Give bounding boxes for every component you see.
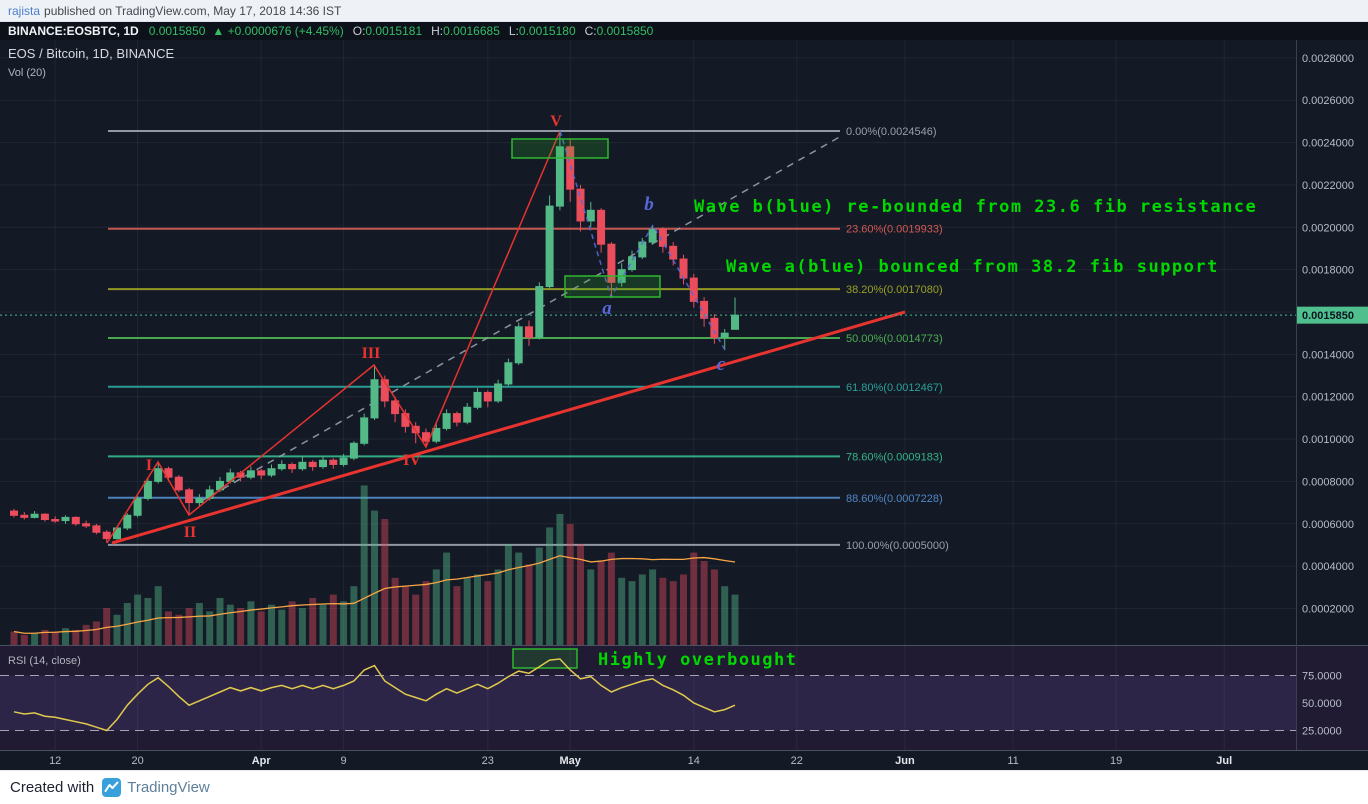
chart-region: 0.00%(0.0024546) 23.60%(0.0019933) 38.20%(… xyxy=(0,40,1368,770)
rsi-indicator xyxy=(0,658,1296,732)
svg-text:61.80%(0.0012467): 61.80%(0.0012467) xyxy=(846,382,943,394)
rsi-line xyxy=(13,658,736,732)
rsi-legend[interactable]: RSI (14, close) xyxy=(8,655,81,667)
svg-text:0.0022000: 0.0022000 xyxy=(1302,180,1354,192)
svg-text:0.0015850: 0.0015850 xyxy=(1302,310,1354,322)
svg-text:12: 12 xyxy=(49,755,61,767)
price-axis[interactable]: 0.0028000 0.0026000 0.0024000 0.0022000 0.00… xyxy=(1297,53,1368,738)
abc-wave-label[interactable]: b xyxy=(644,194,654,215)
publish-bar: rajista published on TradingView.com, Ma… xyxy=(0,0,1368,22)
svg-text:0.0014000: 0.0014000 xyxy=(1302,349,1354,361)
svg-text:88.60%(0.0007228): 88.60%(0.0007228) xyxy=(846,493,943,505)
svg-text:May: May xyxy=(559,755,581,767)
chart-legend-title[interactable]: EOS / Bitcoin, 1D, BINANCE xyxy=(8,46,174,61)
svg-text:20: 20 xyxy=(131,755,143,767)
annotation-text[interactable]: Wave a(blue) bounced from 38.2 fib suppo… xyxy=(726,257,1219,277)
svg-text:0.0010000: 0.0010000 xyxy=(1302,434,1354,446)
elliott-wave-label[interactable]: III xyxy=(362,345,381,362)
svg-text:38.20%(0.0017080): 38.20%(0.0017080) xyxy=(846,284,943,296)
svg-text:0.0008000: 0.0008000 xyxy=(1302,476,1354,488)
elliott-wave-label[interactable]: I xyxy=(146,457,152,474)
svg-text:0.0004000: 0.0004000 xyxy=(1302,561,1354,573)
last-price-value: 0.0015850 xyxy=(148,24,206,38)
svg-text:50.00%(0.0014773): 50.00%(0.0014773) xyxy=(846,333,943,345)
svg-text:25.0000: 25.0000 xyxy=(1302,726,1342,738)
fib-retracement-drawing[interactable]: 0.00%(0.0024546) 23.60%(0.0019933) 38.20%(… xyxy=(108,126,949,552)
open-value: 0.0015181 xyxy=(365,24,423,38)
svg-text:14: 14 xyxy=(688,755,700,767)
elliott-wave-label[interactable]: V xyxy=(550,113,562,130)
annotation-text[interactable]: Wave b(blue) re-bounded from 23.6 fib re… xyxy=(694,197,1257,217)
symbol-name[interactable]: BINANCE:EOSBTC, 1D xyxy=(8,24,139,38)
svg-text:22: 22 xyxy=(791,755,803,767)
highlight-box[interactable] xyxy=(511,138,609,159)
svg-text:0.0002000: 0.0002000 xyxy=(1302,603,1354,615)
tradingview-logo-icon[interactable] xyxy=(102,778,122,797)
price-change-value: ▲ +0.0000676 (+4.45%) xyxy=(212,24,344,38)
trendline-drawings[interactable] xyxy=(106,130,906,545)
svg-text:0.00%(0.0024546): 0.00%(0.0024546) xyxy=(846,126,937,138)
publisher-username-link[interactable]: rajista xyxy=(8,3,41,18)
highlight-box[interactable] xyxy=(512,648,578,669)
svg-text:11: 11 xyxy=(1007,755,1018,767)
svg-text:0.0006000: 0.0006000 xyxy=(1302,519,1354,531)
elliott-wave-label[interactable]: IV xyxy=(403,452,421,469)
high-label: H: xyxy=(431,24,444,38)
elliott-wave-trendline xyxy=(106,130,561,544)
svg-text:Jun: Jun xyxy=(895,755,915,767)
dashed-trendline[interactable] xyxy=(199,134,844,503)
svg-text:23: 23 xyxy=(482,755,494,767)
volume-legend[interactable]: Vol (20) xyxy=(8,67,46,79)
svg-text:0.0024000: 0.0024000 xyxy=(1302,138,1354,150)
svg-text:0.0012000: 0.0012000 xyxy=(1302,392,1354,404)
svg-text:0.0028000: 0.0028000 xyxy=(1302,53,1354,65)
rsi-band xyxy=(0,675,1296,731)
high-value: 0.0016685 xyxy=(443,24,500,38)
svg-text:75.0000: 75.0000 xyxy=(1302,671,1342,683)
publish-info-text: published on TradingView.com, May 17, 20… xyxy=(44,3,342,18)
svg-text:Jul: Jul xyxy=(1216,755,1232,767)
abc-wave-label[interactable]: a xyxy=(602,298,612,319)
svg-text:0.0026000: 0.0026000 xyxy=(1302,95,1354,107)
low-label: L: xyxy=(508,24,519,38)
svg-text:0.0020000: 0.0020000 xyxy=(1302,222,1354,234)
open-label: O: xyxy=(352,24,366,38)
created-with-text: Created with xyxy=(10,779,95,796)
time-axis[interactable]: 12 20 Apr 9 23 May 14 22 Jun 11 19 Jul xyxy=(49,755,1232,767)
close-value: 0.0015850 xyxy=(596,24,654,38)
tradingview-link[interactable]: TradingView xyxy=(127,779,210,796)
elliott-wave-label[interactable]: II xyxy=(184,524,196,541)
annotation-text[interactable]: Highly overbought xyxy=(598,650,798,670)
svg-text:23.60%(0.0019933): 23.60%(0.0019933) xyxy=(846,224,943,236)
abc-wave-label[interactable]: c xyxy=(717,354,726,375)
svg-text:9: 9 xyxy=(341,755,347,767)
svg-text:Apr: Apr xyxy=(252,755,272,767)
svg-text:19: 19 xyxy=(1110,755,1122,767)
chart-canvas[interactable]: 0.00%(0.0024546) 23.60%(0.0019933) 38.20%(… xyxy=(0,40,1368,770)
low-value: 0.0015180 xyxy=(518,24,576,38)
svg-text:0.0018000: 0.0018000 xyxy=(1302,265,1354,277)
footer-bar: Created with TradingView xyxy=(0,770,1368,804)
highlight-box[interactable] xyxy=(564,275,661,298)
rsi-pane-background xyxy=(0,646,1368,750)
volume-ma-line xyxy=(13,555,736,634)
last-price-badge xyxy=(1297,306,1368,324)
support-trendline xyxy=(111,310,906,545)
close-label: C: xyxy=(584,24,597,38)
svg-text:50.0000: 50.0000 xyxy=(1302,698,1342,710)
symbol-info-bar: BINANCE:EOSBTC, 1D 0.0015850 ▲ +0.000067… xyxy=(0,22,1368,40)
svg-text:78.60%(0.0009183): 78.60%(0.0009183) xyxy=(846,451,943,463)
svg-text:100.00%(0.0005000): 100.00%(0.0005000) xyxy=(846,540,949,552)
volume-series xyxy=(10,485,739,645)
